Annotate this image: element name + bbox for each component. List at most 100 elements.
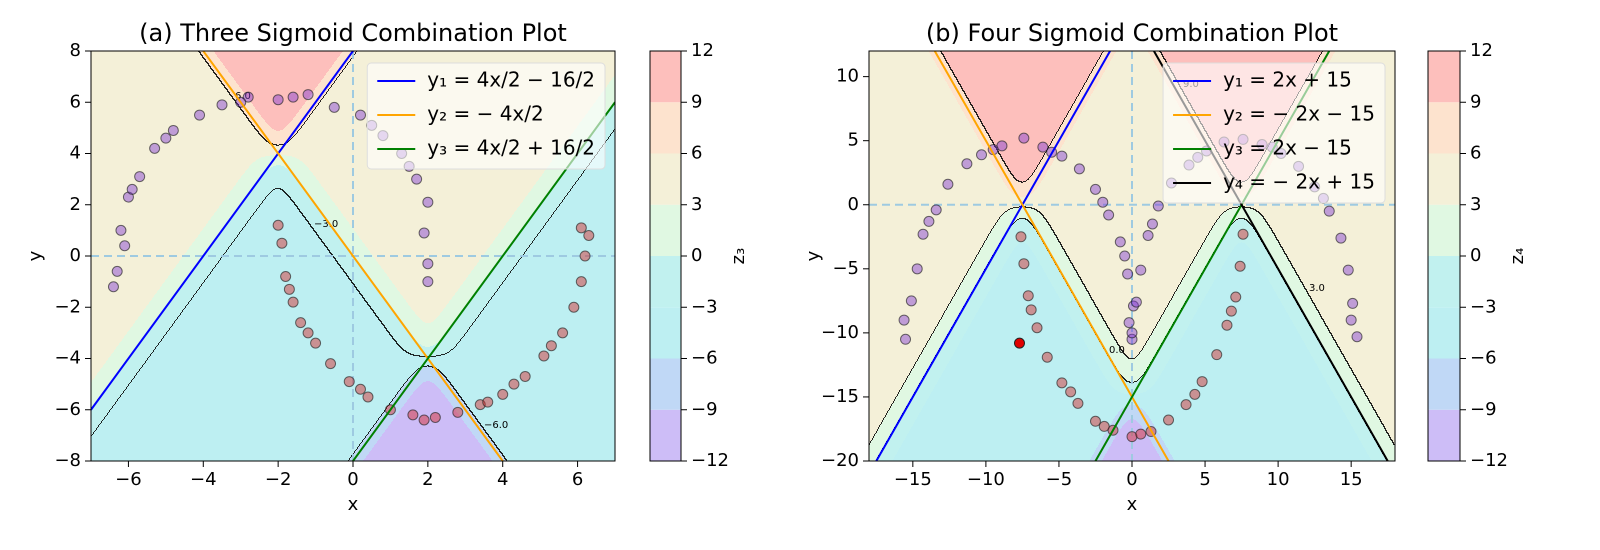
- contour-fill: [975, 259, 992, 261]
- contour-fill: [393, 310, 414, 312]
- scatter-point: [429, 411, 441, 423]
- contour-fill: [394, 311, 415, 313]
- contour-fill: [540, 205, 561, 207]
- contour-fill: [384, 432, 473, 434]
- contour-fill: [996, 250, 1014, 252]
- contour-fill: [1214, 252, 1232, 254]
- contour-fill: [1087, 101, 1178, 103]
- contour-fill: [971, 103, 1075, 105]
- contour-fill: [328, 194, 529, 196]
- contour-fill: [329, 222, 350, 224]
- contour-fill: [1235, 221, 1249, 223]
- contour-fill: [91, 314, 142, 316]
- contour-fill: [381, 266, 476, 268]
- contour-fill: [869, 108, 962, 110]
- contour-fill: [140, 315, 161, 317]
- contour-fill: [91, 418, 106, 420]
- contour-fill: [441, 339, 462, 341]
- contour-fill: [475, 294, 496, 296]
- contour-fill: [869, 235, 990, 237]
- contour-fill: [1248, 221, 1267, 223]
- contour-fill: [486, 251, 507, 253]
- contour-fill: [91, 261, 180, 263]
- contour-fill: [466, 306, 487, 308]
- contour-fill: [436, 385, 453, 387]
- scatter-point: [295, 317, 307, 329]
- contour-fill: [91, 190, 232, 192]
- contour-fill: [91, 366, 104, 368]
- contour-fill: [477, 264, 498, 266]
- contour-fill: [91, 148, 562, 150]
- contour-fill: [231, 95, 247, 97]
- contour-fill: [869, 127, 973, 129]
- contour-fill: [91, 335, 126, 337]
- colorbar-segment: [650, 307, 681, 359]
- contour-fill: [1232, 251, 1253, 253]
- contour-fill: [193, 242, 214, 244]
- contour-fill: [994, 254, 1011, 256]
- contour-fill: [398, 392, 414, 394]
- contour-fill: [238, 84, 319, 86]
- contour-fill: [120, 370, 141, 372]
- contour-fill: [390, 424, 467, 426]
- contour-fill: [397, 289, 459, 291]
- contour-fill: [401, 294, 456, 296]
- contour-fill: [386, 273, 471, 275]
- contour-fill: [1163, 56, 1321, 58]
- contour-fill: [115, 404, 391, 406]
- contour-fill: [598, 125, 615, 127]
- contour-fill: [91, 232, 201, 234]
- contour-fill: [389, 305, 410, 307]
- contour-fill: [406, 402, 451, 404]
- contour-fill: [224, 200, 245, 202]
- contour-fill: [375, 424, 391, 426]
- contour-fill: [202, 285, 356, 287]
- contour-fill: [220, 79, 235, 81]
- contour-fill: [554, 213, 615, 215]
- contour-fill: [91, 224, 207, 226]
- contour-fill: [455, 389, 615, 391]
- contour-fill: [483, 310, 615, 312]
- contour-fill: [1165, 59, 1319, 61]
- scatter-point: [545, 340, 557, 352]
- contour-fill: [218, 236, 239, 238]
- contour-fill: [404, 325, 453, 327]
- contour-fill: [358, 448, 373, 450]
- contour-fill: [330, 252, 351, 254]
- contour-fill: [869, 188, 1009, 190]
- contour-fill: [207, 278, 350, 280]
- contour-fill: [1010, 190, 1036, 192]
- contour-fill: [422, 383, 435, 385]
- contour-fill: [382, 434, 474, 436]
- contour-fill: [869, 184, 1006, 186]
- contour-fill: [1245, 207, 1395, 209]
- contour-fill: [1226, 233, 1259, 235]
- contour-fill: [265, 121, 292, 123]
- contour-fill: [91, 107, 241, 109]
- contour-fill: [565, 197, 615, 199]
- contour-fill: [387, 329, 408, 331]
- contour-fill: [1284, 250, 1395, 252]
- contour-fill: [167, 332, 390, 334]
- contour-fill: [950, 67, 1095, 69]
- contour-fill: [1211, 230, 1228, 232]
- contour-fill: [396, 396, 411, 398]
- contour-fill: [1160, 51, 1324, 53]
- contour-fill: [1334, 53, 1395, 55]
- contour-fill: [509, 247, 530, 249]
- contour-fill: [91, 386, 109, 388]
- contour-fill: [392, 421, 465, 423]
- contour-fill: [490, 437, 615, 439]
- contour-fill: [91, 129, 257, 131]
- contour-fill: [91, 367, 103, 369]
- contour-fill: [156, 320, 177, 322]
- contour-fill: [385, 431, 472, 433]
- contour-fill: [91, 355, 112, 357]
- contour-fill: [869, 142, 982, 144]
- contour-fill: [521, 230, 542, 232]
- contour-fill: [414, 338, 443, 340]
- contour-fill: [869, 85, 949, 87]
- contour-fill: [869, 56, 933, 58]
- contour-fill: [91, 136, 263, 138]
- contour-fill: [869, 141, 981, 143]
